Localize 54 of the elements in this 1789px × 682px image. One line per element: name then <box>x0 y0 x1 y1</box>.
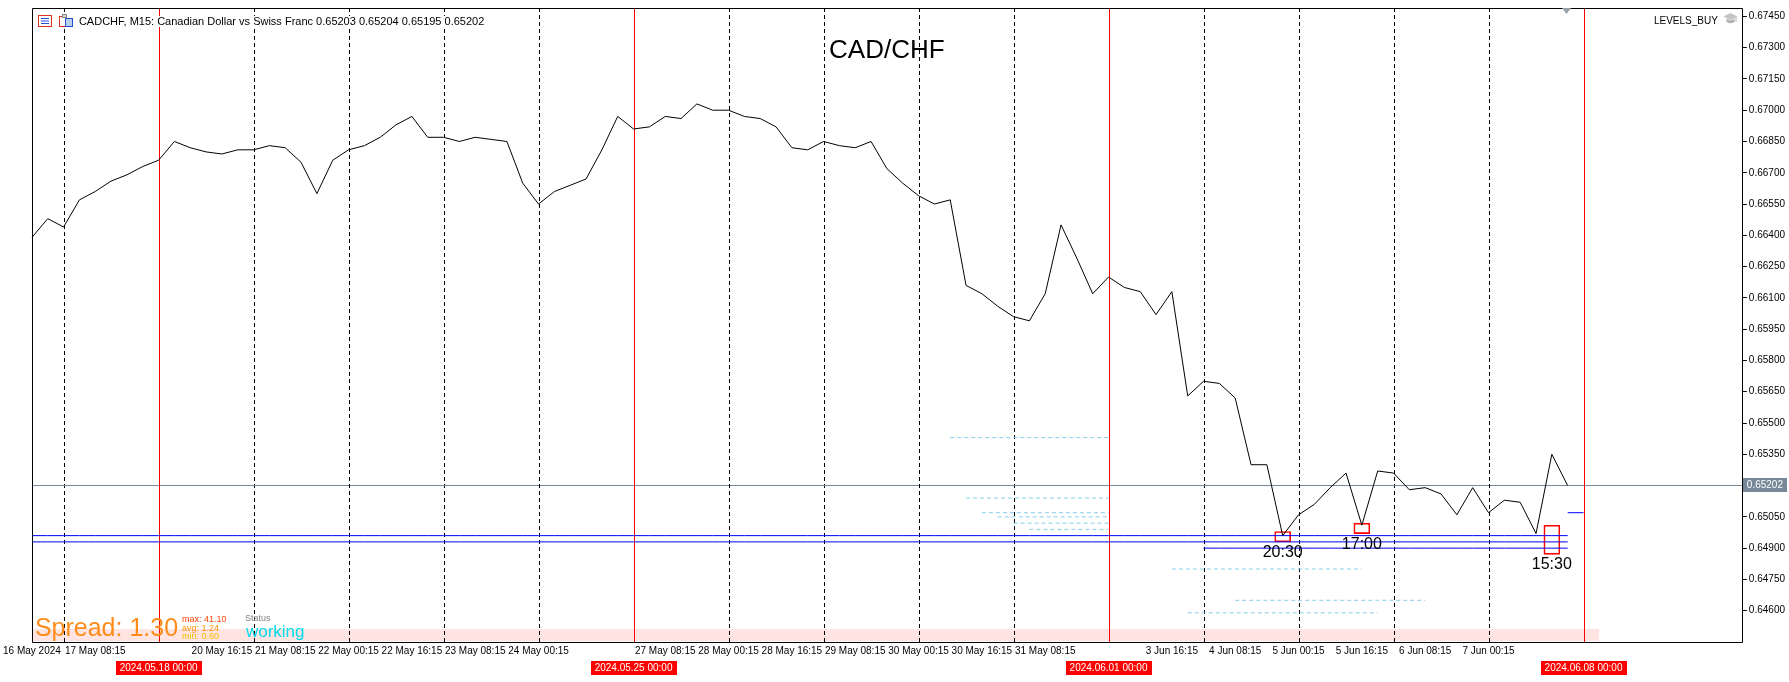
y-tick-label: 0.64600 <box>1748 604 1786 616</box>
annotation: max: 41.10 <box>181 614 227 624</box>
y-tick-label: 0.65650 <box>1748 385 1786 397</box>
x-tick-label: 3 Jun 16:15 <box>1145 644 1199 656</box>
annotation: 15:30 <box>1531 555 1572 573</box>
annotation: avg: 1.24 <box>181 622 219 633</box>
y-tick-label: 0.66550 <box>1748 197 1786 209</box>
y-tick-label: 0.66700 <box>1748 166 1786 178</box>
annotation: min: 0.60 <box>181 631 219 641</box>
y-tick-label: 0.66250 <box>1748 260 1786 272</box>
x-tick-label: 7 Jun 00:15 <box>1462 644 1516 656</box>
x-tick-label: 5 Jun 16:15 <box>1335 644 1389 656</box>
y-tick-label: 0.66850 <box>1748 135 1786 147</box>
x-tick-label: 4 Jun 08:15 <box>1209 644 1262 656</box>
x-tick-label: 20 May 16:15 <box>191 644 253 656</box>
y-tick-label: 0.67150 <box>1748 72 1786 84</box>
x-tick-label: 22 May 00:15 <box>318 644 380 656</box>
text: CAD/CHF <box>829 34 945 64</box>
x-tick-label: 2024.05.18 00:00 <box>119 662 198 674</box>
y-tick-label: 0.65050 <box>1748 510 1786 522</box>
y-tick-label: 0.67000 <box>1748 103 1786 115</box>
x-tick-label: 2024.05.25 00:00 <box>594 662 673 674</box>
x-tick-label: 28 May 00:15 <box>698 644 760 656</box>
y-tick-label: 0.66100 <box>1748 291 1786 303</box>
x-tick-label: 5 Jun 00:15 <box>1272 644 1326 656</box>
x-tick-label: 30 May 16:15 <box>951 644 1013 656</box>
y-tick-label: 0.65950 <box>1748 322 1786 334</box>
y-tick-label: 0.64900 <box>1748 541 1786 553</box>
annotation: CADCHF, M15: Canadian Dollar vs Swiss Franc 0.65203 0.65204 0.65195 0.65202 <box>77 15 486 27</box>
annotation: LEVELS_BUY <box>1653 15 1718 26</box>
x-tick-label: 21 May 08:15 <box>254 644 316 656</box>
y-tick-label: 0.64750 <box>1748 573 1786 585</box>
annotation: working <box>245 622 305 641</box>
x-tick-label: 2024.06.08 00:00 <box>1544 662 1623 674</box>
x-tick-label: 17 May 08:15 <box>64 644 126 656</box>
x-tick-label: 29 May 08:15 <box>824 644 886 656</box>
x-tick-label: 6 Jun 08:15 <box>1399 644 1452 656</box>
x-tick-label: 28 May 16:15 <box>761 644 823 656</box>
y-tick-label: 0.65500 <box>1748 416 1786 428</box>
y-tick-label: 0.65800 <box>1748 354 1786 366</box>
x-tick-label: 23 May 08:15 <box>444 644 506 656</box>
x-tick-label: 27 May 08:15 <box>634 644 696 656</box>
annotation: Status <box>244 613 271 623</box>
x-tick-label: 30 May 00:15 <box>888 644 950 656</box>
ref-line-label: 0.65202 <box>1746 479 1784 491</box>
x-tick-label: 31 May 08:15 <box>1014 644 1076 656</box>
x-tick-label: 22 May 16:15 <box>381 644 443 656</box>
x-tick-label: 2024.06.01 00:00 <box>1069 662 1148 674</box>
y-tick-label: 0.66400 <box>1748 229 1786 241</box>
y-tick-label: 0.67300 <box>1748 41 1786 53</box>
y-tick-label: 0.65350 <box>1748 448 1786 460</box>
x-tick-label: 24 May 00:15 <box>508 644 570 656</box>
y-tick-label: 0.67450 <box>1748 10 1786 22</box>
x-tick-label: 16 May 2024 <box>2 644 62 656</box>
